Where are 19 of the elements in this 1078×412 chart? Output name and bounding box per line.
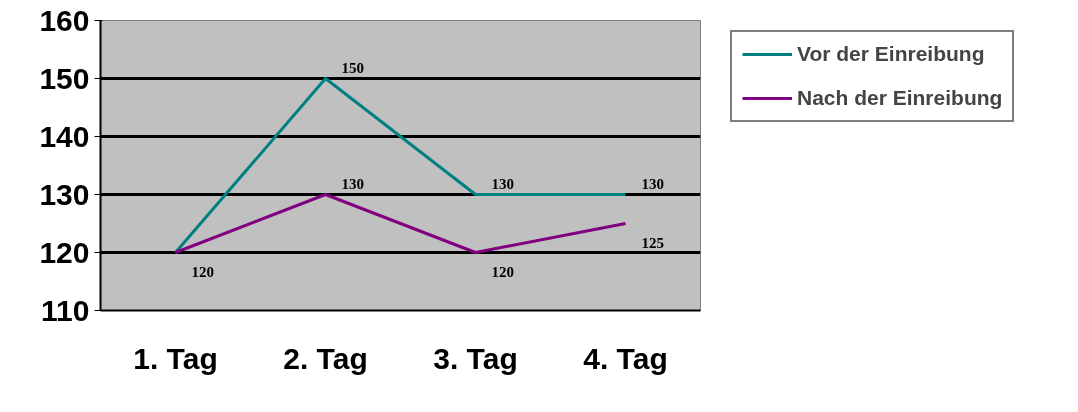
legend-label: Vor der Einreibung xyxy=(797,42,985,66)
y-tick-label: 110 xyxy=(41,293,90,327)
y-tick-label: 140 xyxy=(39,119,90,153)
data-label: 130 xyxy=(341,175,364,192)
data-label: 120 xyxy=(191,263,214,280)
x-tick-label: 1. Tag xyxy=(133,341,218,375)
data-label: 130 xyxy=(641,175,664,192)
x-tick-label: 2. Tag xyxy=(283,341,368,375)
y-tick-label: 160 xyxy=(39,3,90,37)
data-label: 120 xyxy=(491,263,514,280)
y-tick-label: 120 xyxy=(39,235,90,269)
data-label: 125 xyxy=(641,234,664,251)
data-label: 130 xyxy=(491,175,514,192)
x-tick-label: 4. Tag xyxy=(583,341,668,375)
y-tick-label: 130 xyxy=(39,177,90,211)
legend-label: Nach der Einreibung xyxy=(797,86,1003,110)
x-tick-label: 3. Tag xyxy=(433,341,518,375)
y-tick-label: 150 xyxy=(39,61,90,95)
data-label: 150 xyxy=(341,59,364,76)
